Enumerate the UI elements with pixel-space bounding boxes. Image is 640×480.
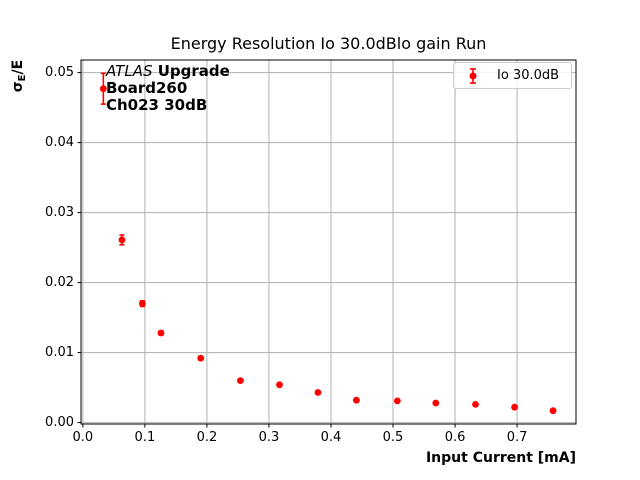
axis-tick-marks [77, 72, 518, 428]
y-tick-label: 0.03 [45, 204, 74, 220]
y-tick-label: 0.00 [45, 414, 74, 430]
scatter-series [99, 72, 557, 415]
annotation-experiment: ATLAS [106, 62, 153, 80]
annotation-block: ATLAS Upgrade Board260 Ch023 30dB [106, 63, 230, 114]
x-axis-label: Input Current [mA] [425, 450, 576, 466]
axes-spines [80, 59, 577, 425]
annotation-line-3: Ch023 30dB [106, 96, 208, 114]
x-tick-label: 0.4 [320, 430, 342, 445]
y-tick-label: 0.04 [45, 134, 74, 150]
legend-box: Io 30.0dB [453, 62, 572, 89]
x-tick-label: 0.1 [134, 430, 156, 445]
legend-label: Io 30.0dB [497, 68, 560, 83]
y-tick-label: 0.01 [45, 344, 74, 360]
annotation-line-1: ATLAS Upgrade [106, 63, 230, 80]
grid-lines [81, 60, 576, 424]
chart-title: Energy Resolution Io 30.0dBlo gain Run [170, 34, 487, 53]
ylabel-sigma: σ [10, 81, 26, 93]
y-axis-label: σE/E [10, 54, 30, 98]
legend-errorbar-marker-icon [469, 67, 477, 84]
x-tick-label: 0.2 [196, 430, 218, 445]
x-tick-label: 0.0 [72, 430, 94, 445]
x-tick-label: 0.7 [506, 430, 528, 445]
annotation-tag: Upgrade [157, 62, 230, 80]
x-tick-label: 0.3 [258, 430, 280, 445]
y-tick-label: 0.05 [45, 64, 74, 80]
ylabel-subscript: E [17, 74, 28, 82]
x-tick-label: 0.5 [382, 430, 404, 445]
x-tick-label: 0.6 [444, 430, 466, 445]
y-tick-label: 0.02 [45, 274, 74, 290]
annotation-line-2: Board260 [106, 79, 188, 97]
ylabel-suffix: /E [10, 59, 26, 75]
